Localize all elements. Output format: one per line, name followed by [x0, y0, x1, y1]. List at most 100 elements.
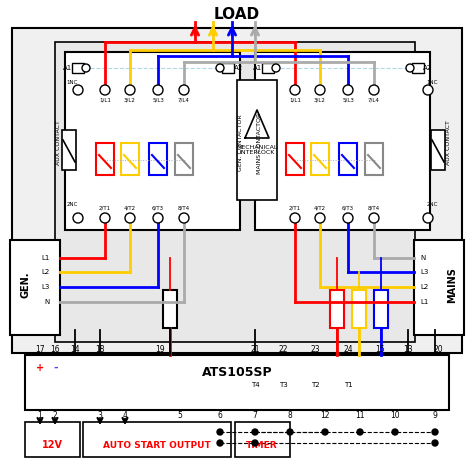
- Text: 1NC: 1NC: [426, 79, 438, 85]
- Circle shape: [216, 64, 224, 72]
- Circle shape: [315, 85, 325, 95]
- Text: A1: A1: [254, 65, 263, 71]
- Circle shape: [322, 429, 328, 435]
- Text: 15: 15: [375, 345, 385, 354]
- Circle shape: [252, 440, 258, 446]
- Circle shape: [125, 85, 135, 95]
- Bar: [311, 143, 329, 175]
- Text: 7/L4: 7/L4: [178, 97, 190, 102]
- Bar: [10, 240, 60, 335]
- Circle shape: [290, 85, 300, 95]
- Bar: [96, 143, 114, 175]
- Bar: [412, 63, 424, 73]
- Bar: [25, 355, 449, 410]
- Text: A1: A1: [64, 65, 73, 71]
- Text: 21: 21: [250, 345, 260, 354]
- Text: 13: 13: [403, 345, 413, 354]
- Text: 1: 1: [37, 410, 42, 420]
- Text: N: N: [420, 255, 425, 261]
- Text: ATS105SP: ATS105SP: [202, 366, 272, 378]
- Text: 4/T2: 4/T2: [124, 205, 136, 211]
- Text: 3/L2: 3/L2: [314, 97, 326, 102]
- Circle shape: [125, 213, 135, 223]
- Bar: [83, 422, 231, 457]
- Bar: [330, 290, 344, 328]
- Bar: [149, 143, 167, 175]
- Text: AUTO START OUTPUT: AUTO START OUTPUT: [103, 440, 211, 449]
- Circle shape: [100, 85, 110, 95]
- Text: 16: 16: [50, 345, 60, 354]
- Text: 7: 7: [253, 410, 257, 420]
- Text: 8: 8: [288, 410, 292, 420]
- Text: 8/T4: 8/T4: [368, 205, 380, 211]
- Circle shape: [252, 429, 258, 435]
- Bar: [72, 63, 84, 73]
- Text: T4: T4: [251, 382, 259, 388]
- Text: 11: 11: [355, 410, 365, 420]
- Text: 9: 9: [433, 410, 438, 420]
- Text: MECHANICAL
INTERLOCK: MECHANICAL INTERLOCK: [237, 145, 278, 156]
- Circle shape: [357, 429, 363, 435]
- Text: 8/T4: 8/T4: [178, 205, 190, 211]
- Text: 3/L2: 3/L2: [124, 97, 136, 102]
- Circle shape: [73, 85, 83, 95]
- Text: L1: L1: [42, 255, 50, 261]
- Bar: [262, 63, 274, 73]
- Circle shape: [153, 213, 163, 223]
- Circle shape: [406, 64, 414, 72]
- Bar: [222, 63, 234, 73]
- Text: T2: T2: [310, 382, 319, 388]
- Circle shape: [423, 213, 433, 223]
- Circle shape: [153, 85, 163, 95]
- Text: T3: T3: [279, 382, 287, 388]
- Bar: [175, 143, 193, 175]
- Text: N: N: [45, 299, 50, 305]
- Bar: [414, 240, 464, 335]
- Circle shape: [423, 85, 433, 95]
- Text: L2: L2: [42, 269, 50, 275]
- Bar: [25, 422, 80, 457]
- Text: 12: 12: [320, 410, 330, 420]
- Text: MAINS CONTACTOR: MAINS CONTACTOR: [257, 112, 263, 173]
- Text: L3: L3: [420, 269, 428, 275]
- Text: A2: A2: [423, 65, 433, 71]
- Text: 2NC: 2NC: [66, 203, 78, 207]
- Bar: [163, 290, 177, 328]
- Bar: [365, 143, 383, 175]
- Text: AUX CONTACT: AUX CONTACT: [55, 121, 61, 165]
- Text: 1/L1: 1/L1: [99, 97, 111, 102]
- Text: 24: 24: [343, 345, 353, 354]
- Text: 4: 4: [123, 410, 128, 420]
- Bar: [339, 143, 357, 175]
- Bar: [286, 143, 304, 175]
- Text: 6: 6: [218, 410, 222, 420]
- Bar: [237, 80, 277, 200]
- Text: 3: 3: [98, 410, 102, 420]
- Circle shape: [432, 429, 438, 435]
- Circle shape: [73, 213, 83, 223]
- Text: 1NC: 1NC: [66, 79, 78, 85]
- Text: L2: L2: [420, 284, 428, 290]
- Text: 1/L1: 1/L1: [289, 97, 301, 102]
- Circle shape: [343, 85, 353, 95]
- Circle shape: [179, 213, 189, 223]
- Circle shape: [432, 440, 438, 446]
- Text: TIMER: TIMER: [246, 440, 278, 449]
- Text: 2/T1: 2/T1: [99, 205, 111, 211]
- Circle shape: [369, 85, 379, 95]
- Circle shape: [82, 64, 90, 72]
- Bar: [374, 290, 388, 328]
- Bar: [55, 42, 415, 342]
- Text: 17: 17: [35, 345, 45, 354]
- Text: 14: 14: [70, 345, 80, 354]
- Text: T1: T1: [344, 382, 352, 388]
- Text: -: -: [54, 363, 58, 373]
- Bar: [62, 130, 76, 170]
- Bar: [235, 422, 290, 457]
- Text: 6/T3: 6/T3: [152, 205, 164, 211]
- Text: 6/T3: 6/T3: [342, 205, 354, 211]
- Bar: [431, 130, 445, 170]
- Text: 7/L4: 7/L4: [368, 97, 380, 102]
- Text: 22: 22: [278, 345, 288, 354]
- Text: GEN.: GEN.: [20, 272, 30, 298]
